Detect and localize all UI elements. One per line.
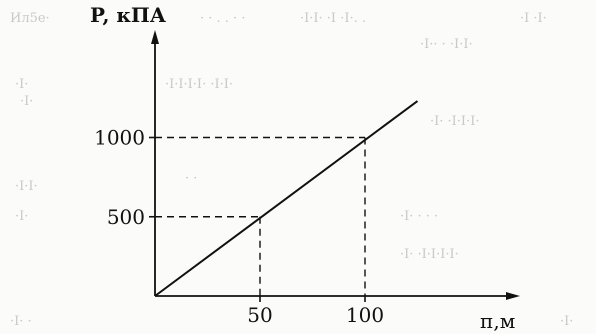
svg-text:·Ⅰ·: ·Ⅰ·: [15, 209, 28, 224]
x-axis-arrow: [506, 292, 520, 300]
svg-text:·Ⅰ·: ·Ⅰ·: [560, 314, 573, 329]
x-tick-label-50: 50: [247, 303, 272, 327]
y-tick-label-500: 500: [107, 205, 145, 229]
svg-text:·Ⅰ·: ·Ⅰ·: [20, 94, 33, 109]
svg-text:·Ⅰ·: ·Ⅰ·: [15, 77, 28, 92]
svg-text:·Ⅰ·· · ·Ⅰ·Ⅰ·: ·Ⅰ·· · ·Ⅰ·Ⅰ·: [420, 37, 473, 52]
svg-text:·Ⅰ·Ⅰ·Ⅰ·Ⅰ· ·Ⅰ·Ⅰ·: ·Ⅰ·Ⅰ·Ⅰ·Ⅰ· ·Ⅰ·Ⅰ·: [165, 77, 233, 92]
svg-text:·Ⅰ· ·Ⅰ·Ⅰ·Ⅰ·Ⅰ·: ·Ⅰ· ·Ⅰ·Ⅰ·Ⅰ·Ⅰ·: [400, 247, 459, 262]
svg-text:·Ⅰ·Ⅰ·: ·Ⅰ·Ⅰ·: [15, 179, 38, 194]
x-tick-label-100: 100: [346, 303, 384, 327]
svg-text:·Ⅰ·Ⅰ· ·Ⅰ ·Ⅰ·. .: ·Ⅰ·Ⅰ· ·Ⅰ ·Ⅰ·. .: [300, 11, 366, 26]
x-axis-title: п,м: [480, 309, 515, 333]
svg-text:Ил5е·: Ил5е·: [10, 11, 50, 26]
svg-text:·Ⅰ· · · ·: ·Ⅰ· · · ·: [400, 209, 438, 224]
background-noise: Ил5е· · · . . · · ·Ⅰ·Ⅰ· ·Ⅰ ·Ⅰ·. . ·Ⅰ ·Ⅰ·…: [10, 11, 573, 329]
svg-text:·Ⅰ· ·: ·Ⅰ· ·: [10, 314, 32, 329]
svg-text:· · . . · ·: · · . . · ·: [200, 11, 245, 26]
y-axis-title: P, кПА: [90, 3, 167, 27]
y-tick-label-1000: 1000: [94, 126, 145, 150]
series-line-0: [154, 100, 419, 297]
y-axis-arrow: [151, 30, 159, 44]
svg-text:·Ⅰ· ·Ⅰ·Ⅰ·Ⅰ·: ·Ⅰ· ·Ⅰ·Ⅰ·Ⅰ·: [430, 114, 479, 129]
svg-text:·Ⅰ ·Ⅰ·: ·Ⅰ ·Ⅰ·: [520, 11, 547, 26]
svg-text:· ·: · ·: [185, 171, 197, 186]
